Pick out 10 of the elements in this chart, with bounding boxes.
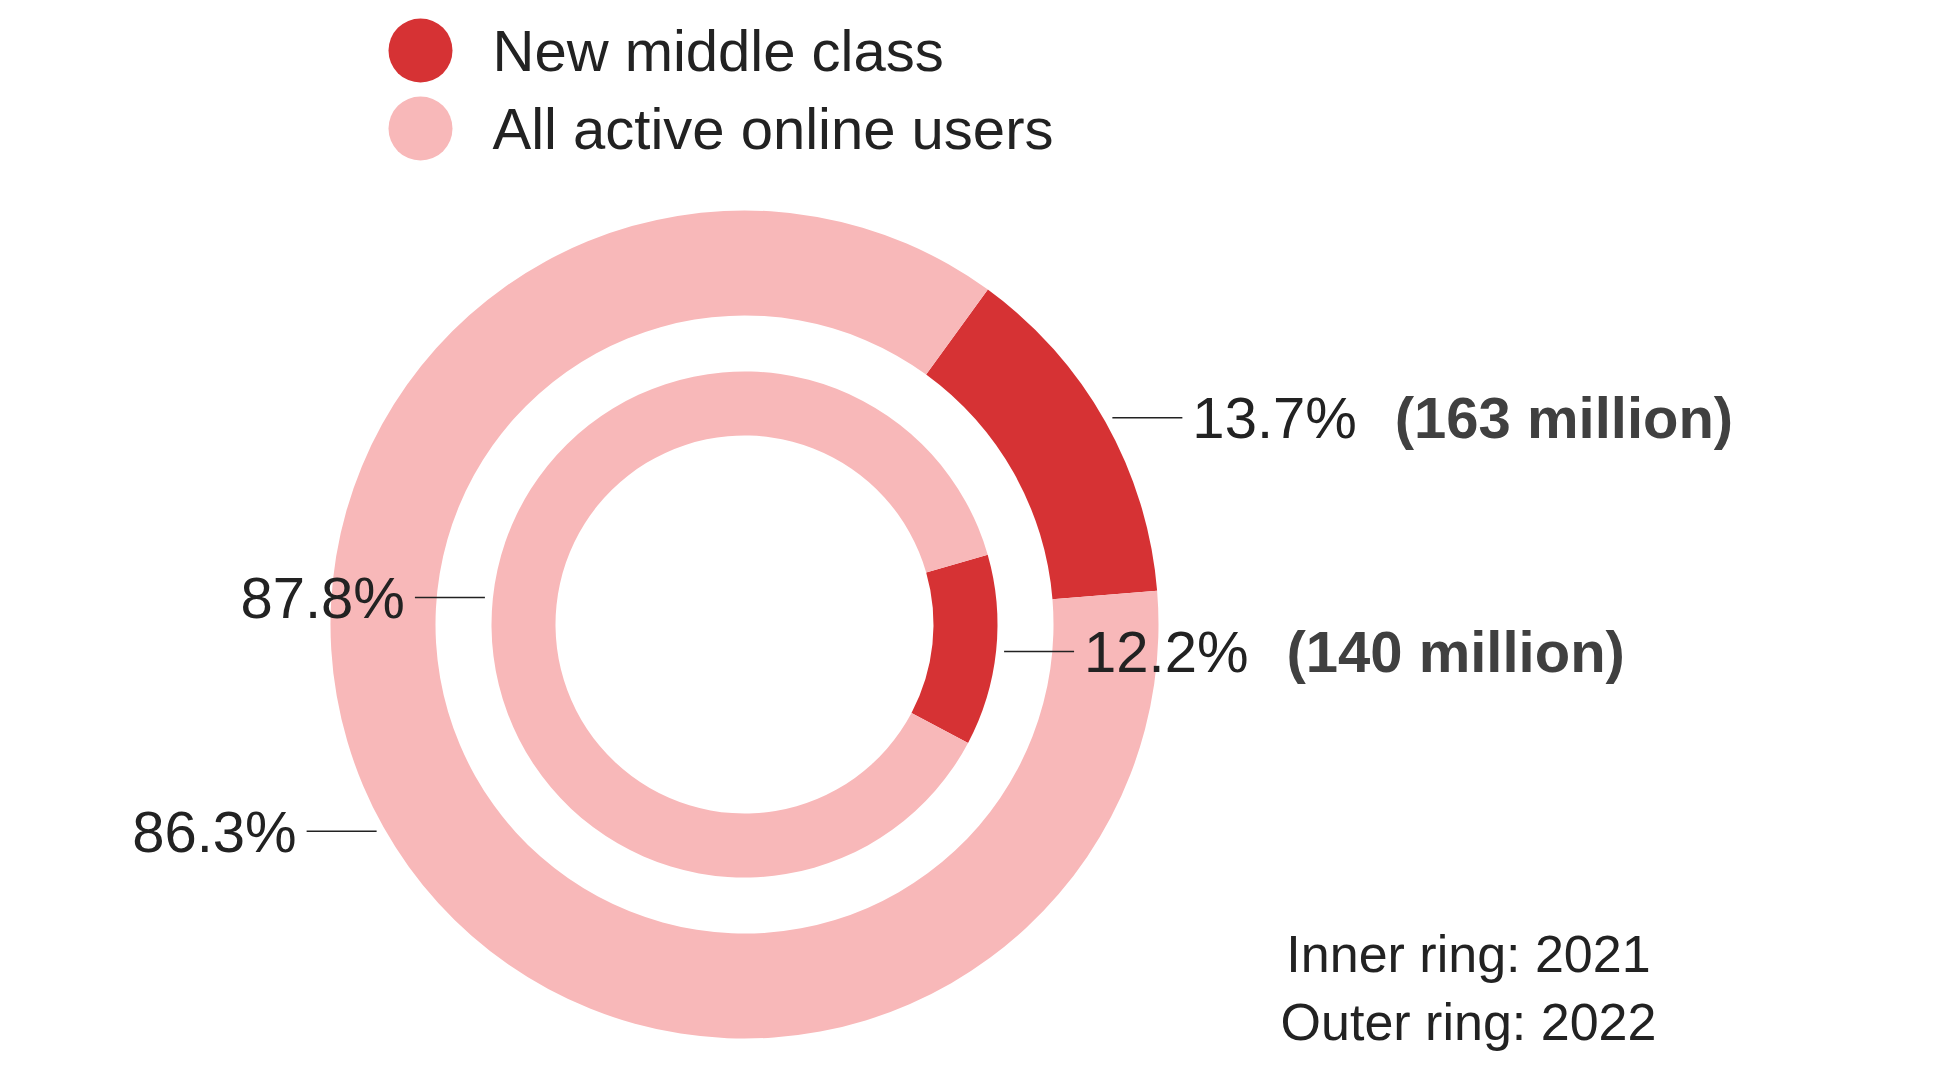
legend-label: All active online users bbox=[492, 96, 1054, 161]
text: (140 million) bbox=[1286, 619, 1625, 685]
data-label: 87.8% bbox=[240, 564, 405, 630]
text: (163 million) bbox=[1394, 385, 1734, 451]
text: Outer ring: 2022 bbox=[1280, 992, 1657, 1051]
data-label: 86.3% bbox=[132, 798, 297, 864]
text: Inner ring: 2021 bbox=[1286, 924, 1651, 983]
data-label: 12.2% bbox=[1084, 619, 1249, 685]
legend-label: New middle class bbox=[492, 18, 944, 83]
data-label: 13.7% bbox=[1192, 385, 1357, 451]
